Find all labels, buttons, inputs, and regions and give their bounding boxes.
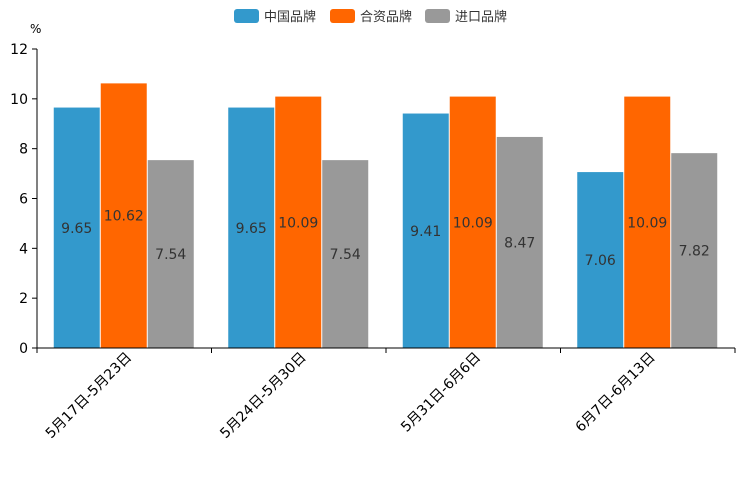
x-tick-label: 5月31日-6月6日	[398, 350, 484, 436]
legend-swatch-1[interactable]	[234, 9, 259, 23]
y-tick-label: 0	[19, 341, 28, 357]
bars	[53, 83, 718, 348]
bar-series-2-cat-1[interactable]	[100, 83, 147, 348]
bar-series-2-cat-4[interactable]	[624, 96, 671, 348]
y-axis: 0 2 4 6 8 10 12	[10, 42, 38, 357]
bar-value-label: 9.65	[61, 221, 92, 237]
bar-value-label: 10.62	[104, 209, 144, 225]
legend-label-3: 进口品牌	[455, 9, 507, 25]
legend: 中国品牌 合资品牌 进口品牌	[234, 9, 507, 25]
x-tick-label: 5月24日-5月30日	[217, 350, 309, 442]
legend-swatch-3[interactable]	[425, 9, 450, 23]
bar-value-label: 9.41	[410, 224, 441, 240]
bar-series-1-cat-2[interactable]	[228, 107, 275, 348]
bar-series-3-cat-4[interactable]	[671, 153, 718, 348]
bar-value-label: 7.54	[330, 247, 361, 263]
bar-value-label: 10.09	[278, 215, 318, 231]
bar-value-label: 10.09	[627, 215, 667, 231]
bar-labels: 9.65 9.65 9.41 7.06 10.62 10.09 10.09 10.09 7.54…	[61, 209, 710, 269]
bar-series-3-cat-3[interactable]	[496, 136, 543, 348]
y-tick-label: 12	[10, 42, 28, 58]
bar-value-label: 7.06	[585, 253, 616, 269]
bar-series-3-cat-1[interactable]	[147, 160, 194, 348]
bar-series-2-cat-2[interactable]	[275, 96, 322, 348]
y-tick-label: 10	[10, 92, 28, 108]
bar-series-1-cat-3[interactable]	[402, 113, 449, 348]
x-axis: 5月17日-5月23日 5月24日-5月30日 5月31日-6月6日 6月7日-6月1…	[36, 347, 736, 442]
y-tick-label: 6	[19, 192, 28, 208]
y-tick-label: 8	[19, 142, 28, 158]
x-tick-label: 6月7日-6月13日	[573, 350, 659, 436]
legend-swatch-2[interactable]	[330, 9, 355, 23]
x-tick-label: 5月17日-5月23日	[43, 350, 135, 442]
bar-series-1-cat-4[interactable]	[577, 172, 624, 348]
bar-value-label: 7.54	[155, 247, 186, 263]
y-tick-label: 4	[19, 241, 28, 257]
bar-series-3-cat-2[interactable]	[322, 160, 369, 348]
bar-value-label: 10.09	[453, 215, 493, 231]
y-tick-label: 2	[19, 291, 28, 307]
bar-value-label: 8.47	[504, 235, 535, 251]
legend-label-2: 合资品牌	[360, 9, 412, 25]
bar-series-2-cat-3[interactable]	[449, 96, 496, 348]
bar-value-label: 9.65	[236, 221, 267, 237]
bar-value-label: 7.82	[679, 244, 710, 260]
y-axis-unit-label: %	[30, 22, 41, 36]
legend-label-1: 中国品牌	[264, 9, 316, 25]
bar-series-1-cat-1[interactable]	[53, 107, 100, 348]
